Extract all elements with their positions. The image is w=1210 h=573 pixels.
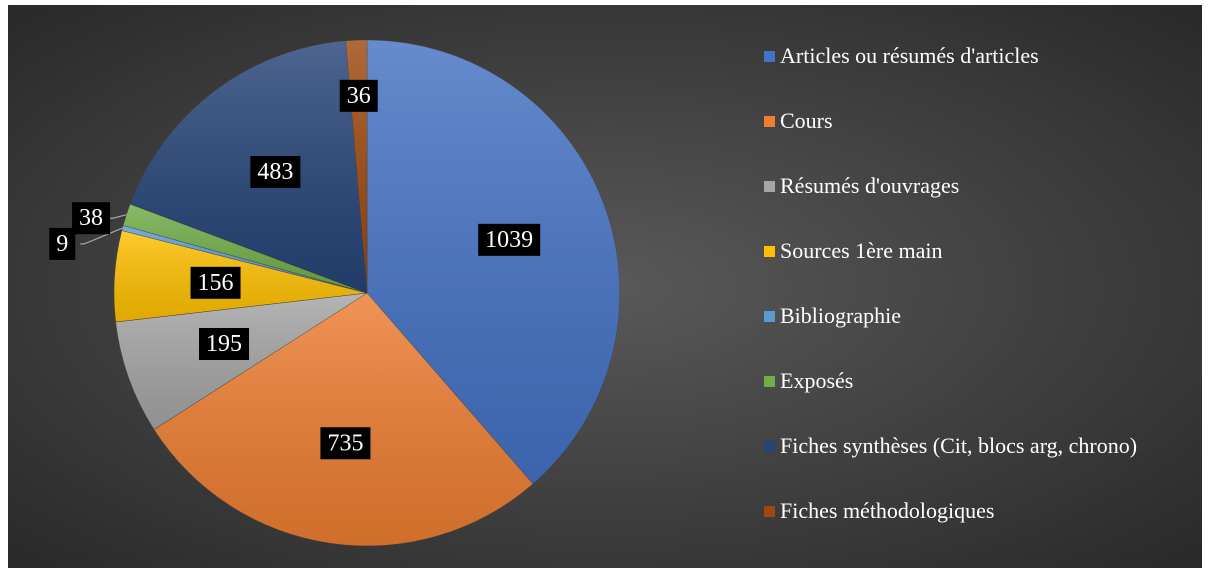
legend-item: Exposés (764, 368, 1140, 394)
legend-label: Fiches méthodologiques (780, 498, 995, 523)
legend-item: Cours (764, 108, 1140, 134)
legend-item: Résumés d'ouvrages (764, 173, 1140, 199)
data-label: 1039 (485, 227, 533, 253)
legend-label: Sources 1ère main (780, 238, 943, 263)
data-label-box (49, 227, 76, 260)
legend-label: Résumés d'ouvrages (780, 173, 960, 198)
data-label: 156 (198, 270, 234, 296)
legend-label: Fiches synthèses (Cit, blocs arg, chrono… (780, 433, 1138, 458)
legend-swatch (764, 181, 775, 192)
legend-label: Cours (780, 108, 833, 133)
legend-label: Bibliographie (780, 303, 901, 328)
data-label-box (250, 155, 301, 188)
data-label-box (190, 266, 241, 299)
legend-swatch (764, 441, 775, 452)
legend-swatch (764, 506, 775, 517)
data-label: 36 (347, 83, 371, 109)
data-label-box (339, 79, 378, 112)
legend-swatch (764, 376, 775, 387)
legend-item: Sources 1ère main (764, 238, 1140, 264)
leader-line (109, 214, 127, 219)
data-label-box (320, 427, 371, 460)
data-label: 483 (257, 159, 293, 185)
legend-item: Articles ou résumés d'articles (764, 43, 1140, 69)
legend-label: Articles ou résumés d'articles (780, 43, 1039, 68)
legend-item: Fiches synthèses (Cit, blocs arg, chrono… (764, 433, 1140, 459)
legend-item: Bibliographie (764, 303, 1140, 329)
legend-swatch (764, 51, 775, 62)
data-label-box (478, 223, 541, 256)
data-label: 9 (56, 231, 68, 257)
legend-swatch (764, 311, 775, 322)
legend-item: Fiches méthodologiques (764, 498, 1140, 524)
data-label: 195 (206, 331, 242, 357)
data-label-box (199, 328, 250, 361)
legend-label: Exposés (780, 368, 854, 393)
legend-swatch (764, 116, 775, 127)
legend-swatch (764, 246, 775, 257)
data-label: 735 (327, 430, 363, 456)
data-label-box (72, 202, 111, 235)
data-label: 38 (79, 205, 103, 231)
